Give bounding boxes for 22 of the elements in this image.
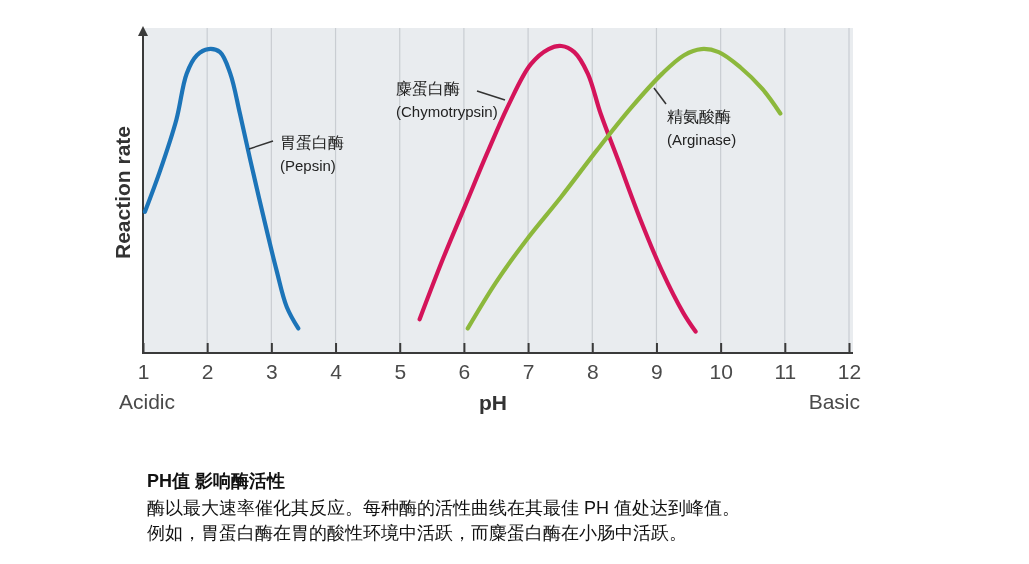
y-axis-title: Reaction rate	[111, 125, 134, 260]
x-tick-label: 5	[394, 359, 407, 383]
text: Acidic	[118, 390, 176, 413]
x-tick-label: 6	[458, 359, 471, 383]
text: 例如，胃蛋白酶在胃的酸性环境中活跃，而麋蛋白酶在小肠中活跃。	[147, 523, 687, 543]
series-label: 精氨酸酶 (Arginase)	[667, 108, 737, 148]
text: Basic	[808, 390, 860, 413]
x-tick-label: 12	[837, 359, 862, 383]
x-tick-label: 7	[522, 359, 535, 383]
series-label: 麋蛋白酶 (Chymotrypsin)	[396, 80, 498, 120]
x-tick-label: 11	[774, 359, 797, 383]
x-tick-label: 9	[651, 359, 663, 383]
x-tick-label: 10	[709, 359, 733, 383]
text: PH值 影响酶活性	[147, 471, 286, 491]
x-tick-label: 8	[586, 359, 599, 383]
x-tick-label: 3	[266, 359, 278, 383]
x-tick-label: 2	[201, 359, 214, 383]
series-label: 胃蛋白酶 (Pepsin)	[280, 134, 344, 174]
x-axis-title: pH	[479, 391, 507, 414]
x-tick-label: 1	[137, 359, 150, 383]
x-tick-label: 4	[330, 359, 343, 383]
text: 酶以最大速率催化其反应。每种酶的活性曲线在其最佳 PH 值处达到峰值。	[147, 498, 741, 518]
